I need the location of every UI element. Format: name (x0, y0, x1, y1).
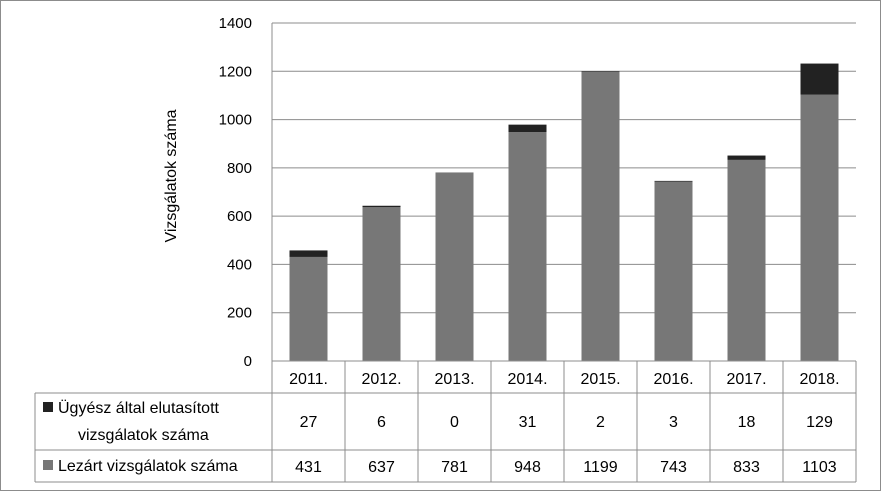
legend-label-rejected: vizsgálatok száma (78, 427, 209, 444)
y-axis-ticks: 0 200 400 600 800 1000 1200 1400 (219, 15, 252, 370)
cell-value-rejected: 0 (450, 414, 459, 431)
cell-value-closed: 1199 (583, 459, 618, 476)
bar-segment-closed (362, 207, 401, 361)
cell-value-rejected: 2 (596, 414, 605, 431)
y-axis-label: Vizsgálatok száma (163, 109, 180, 242)
cell-value-closed: 833 (733, 459, 760, 476)
bar-segment-closed (800, 94, 839, 361)
cell-value-closed: 637 (368, 459, 395, 476)
category-label: 2016. (653, 371, 693, 388)
y-tick-label: 600 (227, 208, 252, 225)
category-label: 2017. (726, 371, 766, 388)
y-tick-label: 800 (227, 160, 252, 177)
y-tick-label: 0 (244, 353, 252, 370)
legend-label-closed: Lezárt vizsgálatok száma (58, 458, 238, 475)
category-label: 2015. (580, 371, 620, 388)
cell-value-closed: 948 (514, 459, 541, 476)
bar-segment-closed (508, 132, 547, 361)
category-label: 2014. (507, 371, 547, 388)
cell-value-rejected: 129 (806, 414, 833, 431)
bar-segment-rejected (654, 180, 693, 182)
category-label: 2013. (434, 371, 474, 388)
cell-value-rejected: 6 (377, 414, 386, 431)
y-tick-label: 200 (227, 305, 252, 322)
data-table: 2011. 2012. 2013. 2014. 2015. 2016. 2017. 2018.… (34, 360, 857, 483)
category-label: 2018. (799, 371, 839, 388)
y-tick-label: 1000 (219, 112, 252, 129)
cell-value-closed: 1103 (802, 459, 837, 476)
cell-value-closed: 431 (295, 459, 322, 476)
bar-segment-rejected (727, 155, 766, 160)
category-label: 2012. (361, 371, 401, 388)
bar-segment-closed (289, 256, 328, 361)
bar-segment-closed (727, 159, 766, 361)
legend-swatch-rejected (43, 402, 53, 412)
y-tick-label: 1400 (219, 15, 252, 32)
y-tick-label: 400 (227, 256, 252, 273)
cell-value-rejected: 31 (519, 414, 537, 431)
cell-value-rejected: 27 (300, 414, 318, 431)
bar-segment-closed (581, 71, 620, 361)
bar-segment-rejected (362, 205, 401, 208)
bars (289, 63, 839, 361)
bar-segment-rejected (800, 63, 839, 95)
legend-label-rejected: Ügyész által elutasított (58, 399, 220, 417)
bar-segment-closed (435, 172, 474, 361)
cell-value-closed: 781 (441, 459, 468, 476)
legend-swatch-closed (43, 460, 53, 470)
cell-value-rejected: 3 (669, 414, 678, 431)
bar-segment-closed (654, 181, 693, 361)
y-tick-label: 1200 (219, 63, 252, 80)
cell-value-rejected: 18 (738, 414, 756, 431)
bar-segment-rejected (289, 250, 328, 257)
bar-segment-rejected (508, 124, 547, 133)
cell-value-closed: 743 (660, 459, 687, 476)
gridlines (271, 22, 856, 361)
category-label: 2011. (289, 371, 328, 388)
